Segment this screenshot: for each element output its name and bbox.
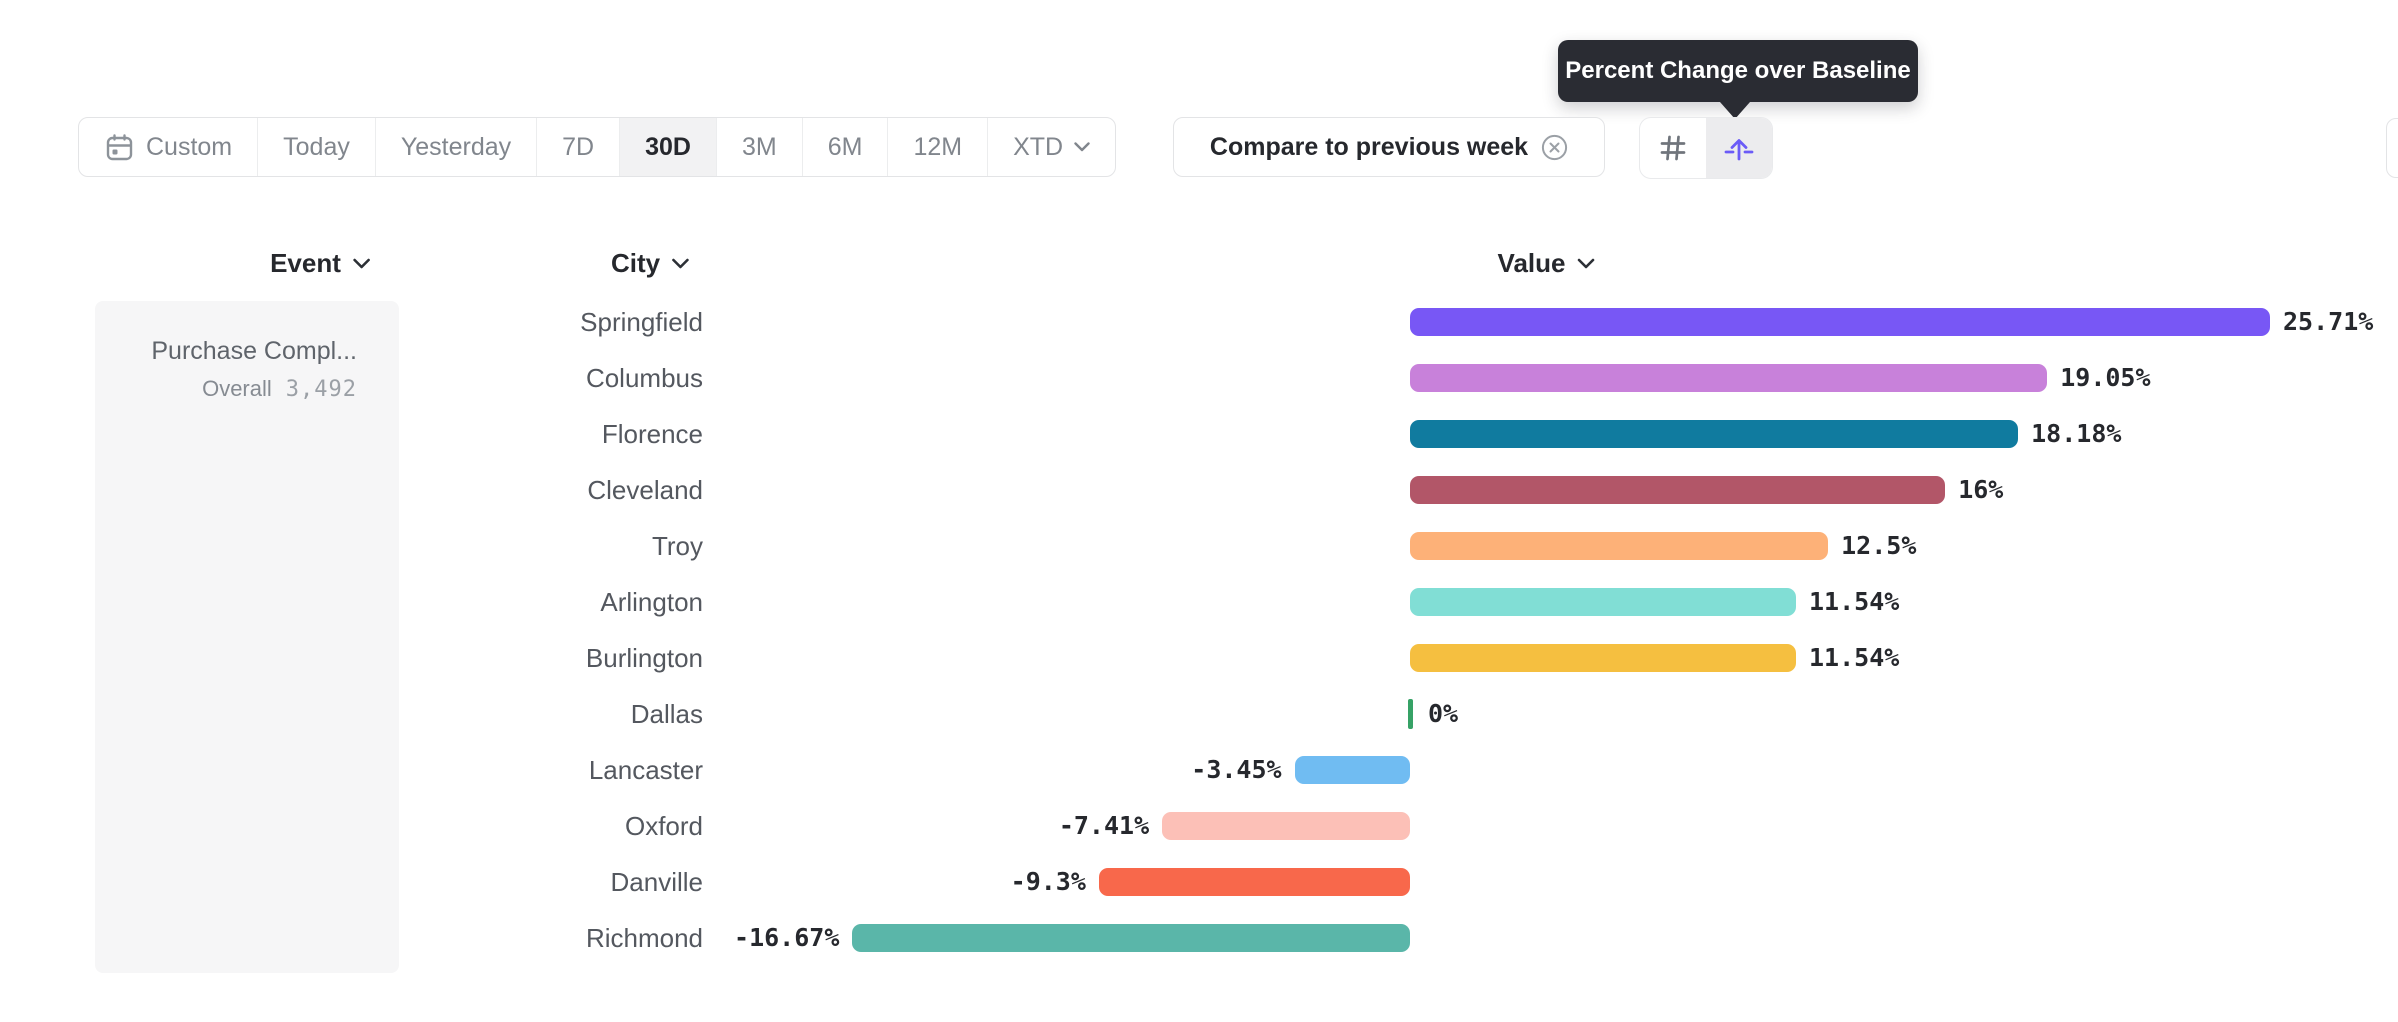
chart-row: Burlington 11.54% — [0, 630, 2398, 686]
event-overall: Overall 3,492 — [95, 374, 357, 405]
calendar-icon — [106, 133, 133, 160]
overall-label: Overall — [202, 376, 272, 401]
column-header-event[interactable]: Event — [270, 245, 370, 281]
city-label: Richmond — [585, 923, 703, 953]
value-view-toggle-group — [1639, 117, 1773, 179]
city-label: Burlington — [585, 643, 703, 673]
value-label: 16% — [1958, 475, 2004, 504]
column-header-event-label: Event — [270, 247, 341, 278]
event-name: Purchase Compl... — [151, 337, 357, 365]
edge-button-partial[interactable] — [2386, 118, 2398, 178]
range-button-6m[interactable]: 6M — [801, 118, 888, 176]
chart-row: Lancaster -3.45% — [0, 742, 2398, 798]
chart-row: Troy 12.5% — [0, 518, 2398, 574]
range-button-12m[interactable]: 12M — [887, 118, 987, 176]
range-button-label: 6M — [827, 132, 863, 161]
value-label: 12.5% — [1841, 531, 1917, 560]
range-button-label: 12M — [913, 132, 963, 161]
city-label: Dallas — [630, 699, 703, 729]
range-button-label: 7D — [562, 132, 595, 161]
range-button-label: 3M — [741, 132, 777, 161]
tooltip-percent-change-over-baseline: Percent Change over Baseline — [1558, 40, 1918, 119]
value-bar[interactable] — [1410, 308, 2270, 336]
city-label: Danville — [610, 867, 704, 897]
value-label: -16.67% — [734, 923, 840, 952]
chevron-down-icon — [1577, 258, 1595, 269]
zero-tick[interactable] — [1408, 699, 1413, 729]
column-header-city-label: City — [610, 247, 661, 278]
value-label: 11.54% — [1809, 643, 1900, 672]
value-bar[interactable] — [1410, 476, 1946, 504]
chart-row: Columbus 19.05% — [0, 350, 2398, 406]
baseline-arrow-icon — [1722, 131, 1756, 165]
range-button-xtd[interactable]: XTD — [987, 118, 1115, 176]
chart-row: Dallas 0% — [0, 686, 2398, 742]
value-label: 0% — [1428, 699, 1459, 728]
value-bar[interactable] — [1294, 756, 1410, 784]
city-label: Columbus — [585, 363, 703, 393]
value-bar[interactable] — [1410, 364, 2048, 392]
range-button-label: Custom — [146, 132, 233, 161]
x-circle-icon[interactable] — [1541, 134, 1568, 161]
range-button-today[interactable]: Today — [257, 118, 375, 176]
range-button-label: 30D — [645, 132, 691, 161]
column-header-value[interactable]: Value — [1498, 245, 1595, 281]
range-button-label: Yesterday — [400, 132, 512, 161]
value-bar[interactable] — [1162, 812, 1410, 840]
compare-chip[interactable]: Compare to previous week — [1173, 117, 1605, 177]
compare-chip-label: Compare to previous week — [1209, 132, 1529, 161]
numbers-view-button[interactable] — [1640, 118, 1706, 178]
tooltip-text: Percent Change over Baseline — [1565, 57, 1911, 84]
chevron-down-icon — [1074, 142, 1090, 152]
value-bar[interactable] — [1410, 644, 1796, 672]
chart-row: Danville -9.3% — [0, 854, 2398, 910]
value-label: -9.3% — [1010, 867, 1086, 896]
city-label: Troy — [651, 531, 703, 561]
event-card[interactable]: Purchase Compl... Overall 3,492 — [95, 301, 399, 973]
column-header-value-label: Value — [1497, 247, 1566, 278]
value-bar[interactable] — [1410, 532, 1829, 560]
value-bar[interactable] — [1098, 868, 1410, 896]
city-label: Arlington — [600, 587, 703, 617]
value-label: 11.54% — [1809, 587, 1900, 616]
tooltip-arrow — [1720, 102, 1750, 119]
baseline-view-button[interactable] — [1706, 118, 1772, 178]
chart-row: Springfield 25.71% — [0, 294, 2398, 350]
city-label: Florence — [601, 419, 703, 449]
value-bar[interactable] — [1410, 588, 1796, 616]
city-label: Cleveland — [587, 475, 703, 505]
value-label: 18.18% — [2031, 419, 2122, 448]
value-bar[interactable] — [1410, 420, 2019, 448]
value-label: 19.05% — [2060, 363, 2151, 392]
bar-chart: Springfield 25.71% Columbus 19.05% Florence 1… — [0, 294, 2398, 966]
range-button-yesterday[interactable]: Yesterday — [374, 118, 536, 176]
overall-value: 3,492 — [285, 377, 357, 402]
value-label: -3.45% — [1191, 755, 1282, 784]
range-button-7d[interactable]: 7D — [536, 118, 619, 176]
city-label: Springfield — [580, 307, 703, 337]
range-button-label: Today — [283, 132, 350, 161]
column-header-city[interactable]: City — [611, 245, 689, 281]
range-button-custom[interactable]: Custom — [79, 118, 257, 176]
chart-row: Florence 18.18% — [0, 406, 2398, 462]
value-label: -7.41% — [1058, 811, 1150, 840]
date-range-toolbar: Custom Today Yesterday 7D 30D 3M 6M 12M XTD — [78, 117, 1117, 177]
chart-row: Cleveland 16% — [0, 462, 2398, 518]
chart-row: Arlington 11.54% — [0, 574, 2398, 630]
chevron-down-icon — [353, 258, 370, 269]
value-label: 25.71% — [2282, 307, 2374, 336]
range-button-label: XTD — [1013, 132, 1064, 161]
chart-row: Oxford -7.41% — [0, 798, 2398, 854]
hash-grid-icon — [1656, 131, 1690, 165]
value-bar[interactable] — [852, 924, 1410, 952]
chart-row: Richmond -16.67% — [0, 910, 2398, 966]
city-label: Lancaster — [588, 755, 703, 785]
range-button-3m[interactable]: 3M — [715, 118, 802, 176]
city-label: Oxford — [624, 811, 703, 841]
chevron-down-icon — [672, 258, 689, 269]
range-button-30d[interactable]: 30D — [619, 118, 716, 176]
